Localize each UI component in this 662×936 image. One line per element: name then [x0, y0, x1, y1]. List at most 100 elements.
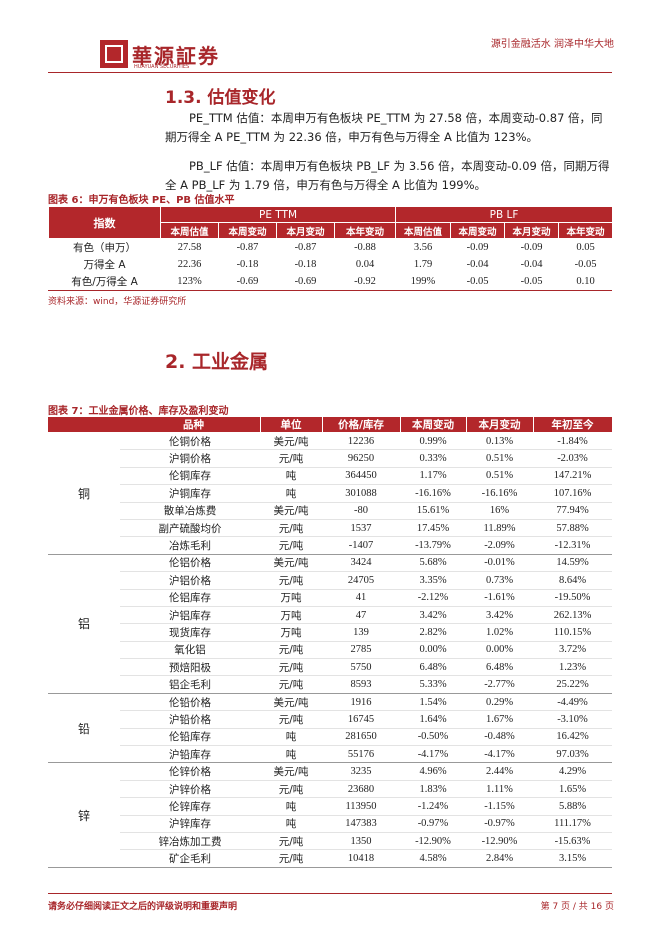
header-cell: 本年变动 [558, 222, 614, 239]
cell: -3.10% [533, 710, 612, 729]
cell: 沪锌库存 [120, 815, 260, 833]
cell: 沪铜价格 [120, 449, 260, 468]
cell: 1.11% [466, 780, 533, 799]
cell: -0.50% [400, 728, 466, 747]
group-label: 铜 [48, 432, 120, 555]
cell: 107.16% [533, 484, 612, 503]
cell: 伦铅价格 [120, 693, 260, 712]
cell: 41 [322, 589, 400, 607]
cell: 10418 [322, 849, 400, 868]
table-row: 有色（申万） 27.58 -0.87 -0.87 -0.88 3.56 -0.09 -0.09… [49, 239, 613, 256]
cell: -15.63% [533, 832, 612, 851]
cell: 6.48% [466, 658, 533, 677]
cell: 0.00% [400, 641, 466, 660]
cell: -1.15% [466, 797, 533, 816]
cell: 沪铝库存 [120, 606, 260, 625]
cell: 3.15% [533, 849, 612, 868]
cell: -1.84% [533, 432, 612, 451]
cell: 25.22% [533, 675, 612, 694]
caption: 图表 6：申万有色板块 PE、PB 估值水平 [48, 195, 235, 206]
header-cell: 年初至今 [532, 416, 613, 433]
cell: 147.21% [533, 467, 612, 486]
header-cell: PB LF [395, 206, 614, 223]
cell: 元/吨 [260, 849, 322, 868]
table-row: 伦铜库存吨 364450 1.17% 0.51% 147.21% [48, 467, 612, 486]
cell: -0.09 [520, 241, 543, 253]
cell: -2.09% [466, 536, 533, 555]
cell: -2.77% [466, 675, 533, 694]
source: 资料来源：wind，华源证券研究所 [48, 297, 187, 307]
cell: 沪铝价格 [120, 571, 260, 590]
header-cell: 品种 [48, 416, 261, 433]
cell: -12.90% [466, 832, 533, 851]
paragraph: PB_LF 估值：本周申万有色板块 PB_LF 为 3.56 倍，本周变动-0.… [165, 159, 610, 192]
cell: -0.92 [354, 275, 376, 287]
cell: 0.51% [466, 467, 533, 486]
cell: -0.18 [236, 258, 259, 270]
cell: 伦铜库存 [120, 467, 260, 486]
table-row: 冶炼毛利 元/吨 -1407 -13.79% -2.09% -12.31% [48, 536, 612, 555]
cell: 沪锌价格 [120, 780, 260, 799]
cell: 23680 [322, 780, 400, 799]
cell: -1.61% [466, 589, 533, 607]
cell: 矿企毛利 [120, 849, 260, 868]
cell: 139 [322, 623, 400, 642]
table-row: 伦铝库存 万吨 41 -2.12% -1.61% -19.50% [48, 589, 612, 607]
cell: 1.17% [400, 467, 466, 486]
cell: 47 [322, 606, 400, 625]
cell: 元/吨 [260, 675, 322, 694]
logo-name: 華源証券 [132, 44, 220, 68]
cell: 沪铅价格 [120, 710, 260, 729]
cell: 2.82% [400, 623, 466, 642]
table-row: 预焙阳极 元/吨 5750 6.48% 6.48% 1.23% [48, 658, 612, 677]
cell: 0.13% [466, 432, 533, 451]
cell: -0.04 [466, 258, 489, 270]
table-row: 沪铅价格 元/吨 16745 1.64% 1.67% -3.10% [48, 710, 612, 729]
header-rule [48, 72, 612, 73]
cell: -0.09 [466, 241, 489, 253]
footer-rule [48, 893, 612, 894]
cell: -80 [322, 502, 400, 520]
cell: 元/吨 [260, 536, 322, 555]
cell: 吨 [260, 728, 322, 747]
cell: -0.05 [466, 275, 489, 287]
table-row: 铝伦铝价格 美元/吨 3424 5.68% -0.01% 14.59% [48, 554, 612, 694]
cell: 1.65% [533, 780, 612, 799]
header-cell: 本周估值 [160, 222, 219, 239]
cell: -2.12% [400, 589, 466, 607]
caption: 图表 7：工业金属价格、库存及盈利变动 [48, 406, 229, 417]
cell: 有色（申万） [73, 241, 136, 254]
cell: 3.35% [400, 571, 466, 590]
cell: -1.24% [400, 797, 466, 816]
cell: 沪铜库存 [120, 484, 260, 503]
table-rule [48, 290, 612, 291]
cell: -1407 [322, 536, 400, 555]
header-row: 本周估值 本周变动 本月变动 本年变动 本周估值 本周变动 本月变动 本年变动 [49, 222, 614, 239]
cell: 2785 [322, 641, 400, 660]
cell: 24705 [322, 571, 400, 590]
cell: -0.88 [354, 241, 376, 253]
cell: 伦铜价格 [120, 432, 260, 451]
cell: -0.69 [294, 275, 317, 287]
cell: 3.56 [413, 241, 433, 253]
paragraph: PE_TTM 估值：本周申万有色板块 PE_TTM 为 27.58 倍，本周变动… [165, 111, 603, 144]
cell: 5.88% [533, 797, 612, 816]
cell: -0.48% [466, 728, 533, 747]
cell: 伦铅库存 [120, 728, 260, 747]
header-cell: 价格/库存 [321, 416, 401, 433]
table-row: 沪锌价格 元/吨 23680 1.83% 1.11% 1.65% [48, 780, 612, 799]
table-row: 沪锌库存吨 147383 -0.97% -0.97% 111.17% [48, 815, 612, 833]
header-cell: 本周变动 [218, 222, 277, 239]
cell: 1.79 [413, 258, 433, 270]
cell: 1537 [322, 519, 400, 538]
logo-icon [100, 40, 128, 68]
cell: 364450 [322, 467, 400, 486]
header-cell: 本周变动 [450, 222, 506, 239]
cell: 1.23% [533, 658, 612, 677]
cell: -0.01% [466, 554, 533, 573]
page-number: 第 7 页 / 共 16 页 [540, 902, 614, 912]
table-row: 万得全 A 22.36 -0.18 -0.18 0.04 1.79 -0.04 -0.04 -0… [49, 256, 613, 273]
table-row: 散单冶炼费 美元/吨 -80 15.61% 16% 77.94% [48, 502, 612, 520]
cell: -4.17% [466, 745, 533, 764]
